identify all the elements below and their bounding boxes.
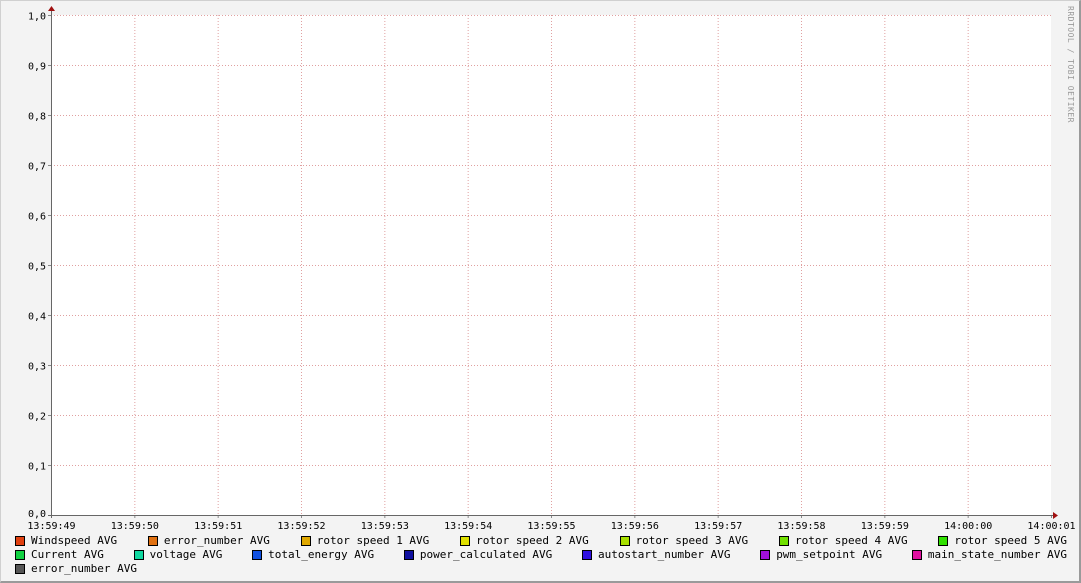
legend-label: rotor speed 3 AVG bbox=[635, 534, 749, 547]
legend-item: error_number AVG bbox=[15, 562, 137, 576]
legend-label: rotor speed 1 AVG bbox=[316, 534, 430, 547]
legend-swatch bbox=[760, 550, 771, 560]
legend-label: main_state_number AVG bbox=[927, 548, 1067, 561]
legend-item: autostart_number AVG bbox=[582, 548, 730, 562]
legend-swatch bbox=[133, 550, 144, 560]
legend-swatch bbox=[778, 536, 789, 546]
x-tick-label: 13:59:49 bbox=[27, 521, 75, 532]
legend-swatch bbox=[15, 536, 25, 546]
y-tick-label: 0,7 bbox=[28, 162, 46, 173]
x-tick-label: 13:59:57 bbox=[694, 521, 742, 532]
x-tick-label: 13:59:53 bbox=[361, 521, 409, 532]
legend-label: error_number AVG bbox=[31, 562, 137, 575]
legend: Windspeed AVG error_number AVG rotor speed… bbox=[15, 534, 1067, 576]
legend-item: rotor speed 2 AVG bbox=[460, 534, 589, 548]
legend-item: rotor speed 1 AVG bbox=[300, 534, 430, 548]
x-tick-label: 13:59:54 bbox=[444, 521, 492, 532]
legend-item: Windspeed AVG bbox=[15, 534, 117, 548]
legend-swatch bbox=[300, 536, 311, 546]
legend-item: rotor speed 5 AVG bbox=[938, 534, 1067, 548]
legend-label: rotor speed 4 AVG bbox=[794, 534, 908, 547]
x-axis-arrow-icon bbox=[1053, 512, 1058, 519]
y-tick-label: 0,2 bbox=[28, 412, 46, 423]
x-tick-label: 14:00:01 bbox=[1027, 521, 1075, 532]
y-tick-label: 0,5 bbox=[28, 262, 46, 273]
y-tick-label: 0,1 bbox=[28, 462, 46, 473]
legend-item: main_state_number AVG bbox=[911, 548, 1067, 562]
legend-swatch bbox=[619, 536, 630, 546]
y-tick-label: 0,6 bbox=[28, 212, 46, 223]
legend-label: Current AVG bbox=[31, 548, 104, 561]
legend-item: total_energy AVG bbox=[252, 548, 374, 562]
x-tick-label: 13:59:58 bbox=[777, 521, 825, 532]
legend-swatch bbox=[460, 536, 471, 546]
y-tick-label: 0,8 bbox=[28, 112, 46, 123]
x-tick-label: 13:59:52 bbox=[277, 521, 325, 532]
legend-label: autostart_number AVG bbox=[598, 548, 731, 561]
x-tick-label: 13:59:56 bbox=[611, 521, 659, 532]
legend-label: pwm_setpoint AVG bbox=[776, 548, 883, 561]
legend-item: pwm_setpoint AVG bbox=[760, 548, 882, 562]
legend-label: rotor speed 2 AVG bbox=[476, 534, 589, 547]
legend-item: rotor speed 4 AVG bbox=[778, 534, 908, 548]
legend-label: total_energy AVG bbox=[268, 548, 375, 561]
legend-swatch bbox=[403, 550, 414, 560]
x-tick-label: 13:59:55 bbox=[527, 521, 575, 532]
legend-label: rotor speed 5 AVG bbox=[954, 534, 1067, 547]
x-tick-label: 13:59:50 bbox=[111, 521, 159, 532]
y-tick-label: 0,4 bbox=[28, 312, 46, 323]
legend-item: power_calculated AVG bbox=[403, 548, 553, 562]
legend-item: error_number AVG bbox=[147, 534, 270, 548]
x-tick-label: 14:00:00 bbox=[944, 521, 992, 532]
y-axis-arrow-icon bbox=[48, 6, 55, 11]
legend-item: Current AVG bbox=[15, 548, 104, 562]
y-tick-label: 0,9 bbox=[28, 62, 46, 73]
legend-swatch bbox=[938, 536, 949, 546]
legend-label: Windspeed AVG bbox=[31, 534, 118, 547]
legend-swatch bbox=[582, 550, 593, 560]
legend-row: Windspeed AVG error_number AVG rotor speed… bbox=[15, 534, 1067, 548]
x-tick-label: 13:59:59 bbox=[861, 521, 909, 532]
y-tick-label: 1,0 bbox=[28, 12, 46, 23]
legend-label: error_number AVG bbox=[163, 534, 270, 547]
legend-label: voltage AVG bbox=[149, 548, 223, 561]
legend-label: power_calculated AVG bbox=[419, 548, 553, 561]
legend-row: Current AVG voltage AVG total_energy AVG po… bbox=[15, 548, 1067, 562]
legend-swatch bbox=[911, 550, 922, 560]
y-tick-label: 0,3 bbox=[28, 362, 46, 373]
y-tick-label: 0,0 bbox=[28, 509, 46, 520]
legend-swatch bbox=[15, 550, 25, 560]
watermark: RRDTOOL / TOBI OETIKER bbox=[1066, 6, 1075, 123]
legend-item: voltage AVG bbox=[133, 548, 223, 562]
legend-swatch bbox=[147, 536, 158, 546]
legend-item: rotor speed 3 AVG bbox=[619, 534, 749, 548]
legend-swatch bbox=[252, 550, 263, 560]
legend-swatch bbox=[15, 564, 25, 574]
legend-row: error_number AVG bbox=[15, 562, 1067, 576]
x-tick-label: 13:59:51 bbox=[194, 521, 242, 532]
